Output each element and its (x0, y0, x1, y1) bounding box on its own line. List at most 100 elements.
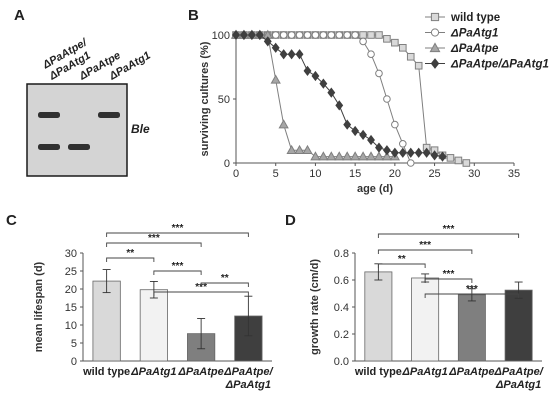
y-axis-label: mean lifespan (d) (33, 261, 45, 352)
legend-label: ΔPaAtpe/ΔPaAtg1 (450, 59, 549, 71)
data-point (319, 78, 328, 89)
data-point (422, 147, 431, 158)
panel-letter-c: C (6, 212, 17, 229)
x-tick-label: ΔPaAtg1 (495, 379, 541, 391)
significance-bracket (106, 257, 155, 262)
data-point (382, 145, 391, 156)
x-tick-label: ΔPaAtpe (177, 366, 223, 378)
data-point (271, 31, 280, 39)
x-tick-label: ΔPaAtg1 (225, 379, 271, 391)
x-tick-label: 15 (349, 168, 361, 180)
data-point (303, 65, 312, 76)
significance-bracket (377, 233, 520, 238)
data-point (287, 31, 296, 39)
panel-letter-a: A (14, 7, 25, 24)
bar (411, 277, 440, 362)
data-point (399, 44, 407, 52)
bar (139, 289, 168, 362)
data-point (390, 147, 399, 158)
data-point (406, 159, 415, 167)
data-point (278, 119, 289, 129)
significance-label: ** (398, 254, 406, 265)
x-tick-label: ΔPaAtpe (448, 366, 494, 378)
data-point (383, 35, 391, 43)
data-point (343, 31, 352, 39)
data-point (414, 147, 423, 158)
x-tick-label: wild type (82, 366, 130, 378)
data-point (406, 147, 415, 158)
significance-label: *** (419, 240, 431, 251)
data-point (383, 95, 391, 103)
data-point (255, 29, 264, 41)
panel-letter-b: B (188, 7, 199, 24)
bar (504, 289, 533, 362)
data-point (359, 31, 367, 39)
y-tick-label: 10 (65, 320, 77, 332)
legend-label: ΔPaAtpe (450, 43, 499, 55)
significance-bracket (153, 270, 202, 275)
significance-bracket (424, 293, 520, 298)
y-tick-label: 0.0 (334, 356, 349, 368)
significance-label: *** (172, 261, 184, 272)
legend-label: wild type (450, 12, 500, 24)
data-point (318, 151, 329, 161)
y-tick-label: 30 (65, 248, 77, 260)
x-tick-label: 35 (508, 168, 520, 180)
y-tick-label: 0 (224, 158, 230, 170)
x-tick-label: 30 (468, 168, 480, 180)
bar (364, 271, 393, 362)
y-tick-label: 0.2 (334, 329, 349, 341)
significance-bracket (153, 291, 249, 296)
x-tick-label: ΔPaAtg1 (130, 366, 176, 378)
x-tick-label: 10 (309, 168, 321, 180)
gel-bands (38, 112, 120, 150)
y-tick-label: 50 (218, 94, 230, 106)
legend-marker (430, 28, 440, 37)
data-point (342, 151, 353, 161)
gel-band (68, 144, 90, 150)
data-point (351, 125, 360, 137)
gel-band (38, 144, 60, 150)
data-point (391, 120, 399, 129)
panel-letter-d: D (285, 212, 296, 229)
significance-label: *** (195, 282, 207, 293)
data-point (375, 142, 383, 153)
legend-label: ΔPaAtg1 (450, 28, 498, 40)
y-tick-label: 0.6 (334, 275, 349, 287)
data-point (430, 150, 439, 161)
data-point (303, 31, 312, 39)
significance-bracket (106, 232, 249, 237)
data-point (295, 31, 304, 39)
bar (457, 294, 486, 362)
significance-label: ** (126, 248, 134, 259)
significance-label: ** (221, 273, 229, 284)
survival-chart: 0 5 10 15 20 25 30 35 0 50 100 age (d) surviving cul… (199, 12, 549, 195)
x-tick-label: wild type (354, 366, 402, 378)
y-tick-label: 0.4 (334, 302, 349, 314)
data-point (406, 52, 415, 61)
y-tick-label: 0.8 (334, 248, 349, 260)
x-tick-label: ΔPaAtpe/ (223, 366, 274, 378)
data-point (381, 151, 393, 161)
y-tick-label: 5 (71, 338, 77, 350)
y-tick-label: 100 (212, 30, 230, 42)
data-point (327, 31, 336, 39)
data-point (311, 70, 320, 82)
data-point (240, 29, 248, 41)
data-point (375, 31, 383, 39)
legend-marker (430, 12, 440, 22)
x-tick-label: 5 (273, 168, 279, 180)
significance-label: *** (443, 269, 455, 280)
data-point (446, 154, 455, 162)
y-tick-label: 0 (71, 356, 77, 368)
data-point (247, 29, 256, 41)
gel-label-ble: Ble (131, 122, 150, 136)
y-axis-label: surviving cultures (%) (199, 41, 211, 156)
data-point (295, 49, 304, 60)
significance-label: *** (172, 223, 184, 234)
x-tick-label: ΔPaAtpe/ (493, 366, 544, 378)
data-point (398, 147, 407, 158)
